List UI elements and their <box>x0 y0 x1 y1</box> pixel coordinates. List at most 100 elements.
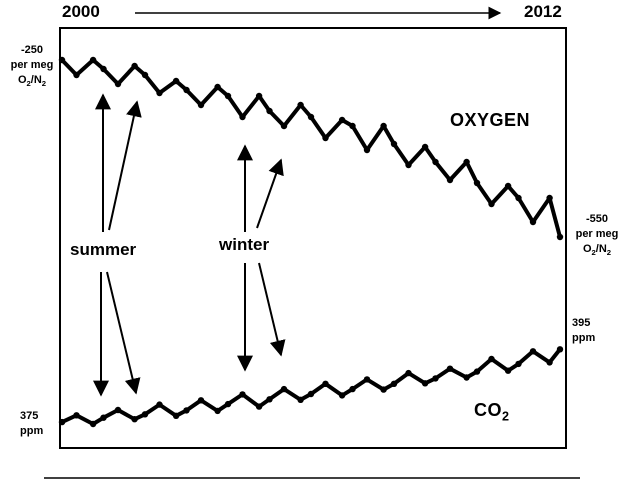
o2-top-axis-label: -250 per meg O2/N2 <box>4 43 60 91</box>
co2-bottom-axis-label: 375 ppm <box>20 409 43 439</box>
oxygen-data-point <box>405 161 412 169</box>
co2-data-point <box>197 397 205 404</box>
co2-data-point <box>266 396 273 403</box>
co2-data-point <box>363 376 371 383</box>
oxygen-data-point <box>297 101 304 109</box>
co2-bottom-value: 375 <box>20 410 39 422</box>
co2-data-point <box>89 420 97 428</box>
oxygen-data-point <box>349 122 356 130</box>
oxygen-data-point <box>197 101 205 109</box>
co2-data-point <box>488 355 495 363</box>
co2-top-value: 395 <box>572 317 591 329</box>
oxygen-data-point <box>421 143 429 151</box>
co2-data-point <box>255 403 263 410</box>
o2-bottom-ratio: O2/N2 <box>582 243 612 258</box>
co2-top-axis-label: 395 ppm <box>572 316 595 346</box>
co2-data-point <box>380 386 387 393</box>
oxygen-data-point <box>515 194 522 202</box>
co2-data-point <box>446 365 454 372</box>
co2-data-point <box>349 385 356 393</box>
oxygen-data-point <box>266 107 273 115</box>
oxygen-data-point <box>131 62 138 70</box>
co2-data-point <box>515 360 522 368</box>
oxygen-data-point <box>156 89 163 97</box>
start-year-label: 2000 <box>62 2 100 21</box>
co2-data-point <box>297 396 304 403</box>
co2-title: CO2 <box>474 400 510 424</box>
oxygen-data-point <box>322 134 329 142</box>
oxygen-data-point <box>58 56 66 64</box>
co2-data-point <box>338 392 346 399</box>
o2-bottom-axis-label: -550 per meg O2/N2 <box>568 212 626 260</box>
oxygen-series-line <box>60 58 562 238</box>
o2-top-units: per meg <box>10 59 54 71</box>
co2-data-point <box>390 380 398 387</box>
co2-data-point <box>58 418 66 426</box>
end-year-label: 2012 <box>524 2 562 21</box>
o2-top-value: -250 <box>20 44 44 56</box>
co2-data-point <box>239 391 246 398</box>
co2-data-point <box>280 385 288 393</box>
winter-label: winter <box>219 235 270 254</box>
oxygen-data-point <box>307 113 315 121</box>
co2-data-point <box>556 346 564 353</box>
oxygen-data-point <box>504 182 512 190</box>
co2-data-point <box>131 416 138 423</box>
oxygen-data-point <box>390 140 398 148</box>
summer-arrow-up-oxygen-2 <box>108 100 142 231</box>
o2-top-ratio: O2/N2 <box>17 74 47 89</box>
oxygen-data-point <box>338 116 346 124</box>
co2-data-point <box>100 414 107 421</box>
co2-data-point <box>463 374 470 381</box>
oxygen-data-point <box>546 194 553 202</box>
oxygen-data-point <box>255 92 263 100</box>
oxygen-data-point <box>380 122 387 130</box>
co2-data-point <box>432 375 439 382</box>
co2-data-point <box>114 406 122 414</box>
plot-frame <box>59 27 567 449</box>
co2-data-point <box>73 412 80 419</box>
oxygen-data-point <box>172 77 180 85</box>
oxygen-title: OXYGEN <box>450 110 531 130</box>
co2-data-point <box>421 380 429 387</box>
co2-data-point <box>473 368 481 375</box>
oxygen-data-point <box>239 113 246 121</box>
oxygen-data-point <box>488 200 495 208</box>
co2-data-point <box>172 412 180 419</box>
oxygen-data-point <box>556 233 564 241</box>
co2-series <box>58 346 564 428</box>
oxygen-data-point <box>363 146 371 154</box>
co2-data-point <box>307 390 315 398</box>
oxygen-data-point <box>224 92 232 100</box>
summer-arrow-down-co2-2 <box>106 271 141 395</box>
oxygen-data-point <box>432 158 439 166</box>
oxygen-data-point <box>183 86 190 94</box>
oxygen-series <box>58 56 564 241</box>
co2-data-point <box>529 348 537 355</box>
summer-label: summer <box>70 240 137 259</box>
oxygen-data-point <box>463 158 470 166</box>
co2-data-point <box>214 407 221 415</box>
winter-arrow-up-oxygen-2 <box>256 158 284 229</box>
o2-bottom-value: -550 <box>585 213 609 225</box>
oxygen-data-point <box>100 65 107 73</box>
oxygen-data-point <box>114 80 122 88</box>
co2-data-point <box>546 359 553 366</box>
winter-arrow-down-co2-2 <box>258 262 286 357</box>
o2-bottom-units: per meg <box>575 228 619 240</box>
co2-data-point <box>504 367 512 374</box>
co2-data-point <box>156 401 163 408</box>
co2-data-point <box>224 400 232 408</box>
oxygen-data-point <box>141 71 149 79</box>
co2-bottom-units: ppm <box>20 425 44 437</box>
co2-data-point <box>183 407 190 414</box>
oxygen-data-point <box>280 122 288 130</box>
co2-data-point <box>141 411 149 418</box>
oxygen-data-point <box>214 83 221 91</box>
co2-top-units: ppm <box>572 332 596 344</box>
co2-data-point <box>322 380 329 387</box>
co2-data-point <box>405 369 412 377</box>
oxygen-data-point <box>529 218 537 226</box>
oxygen-data-point <box>473 179 481 187</box>
